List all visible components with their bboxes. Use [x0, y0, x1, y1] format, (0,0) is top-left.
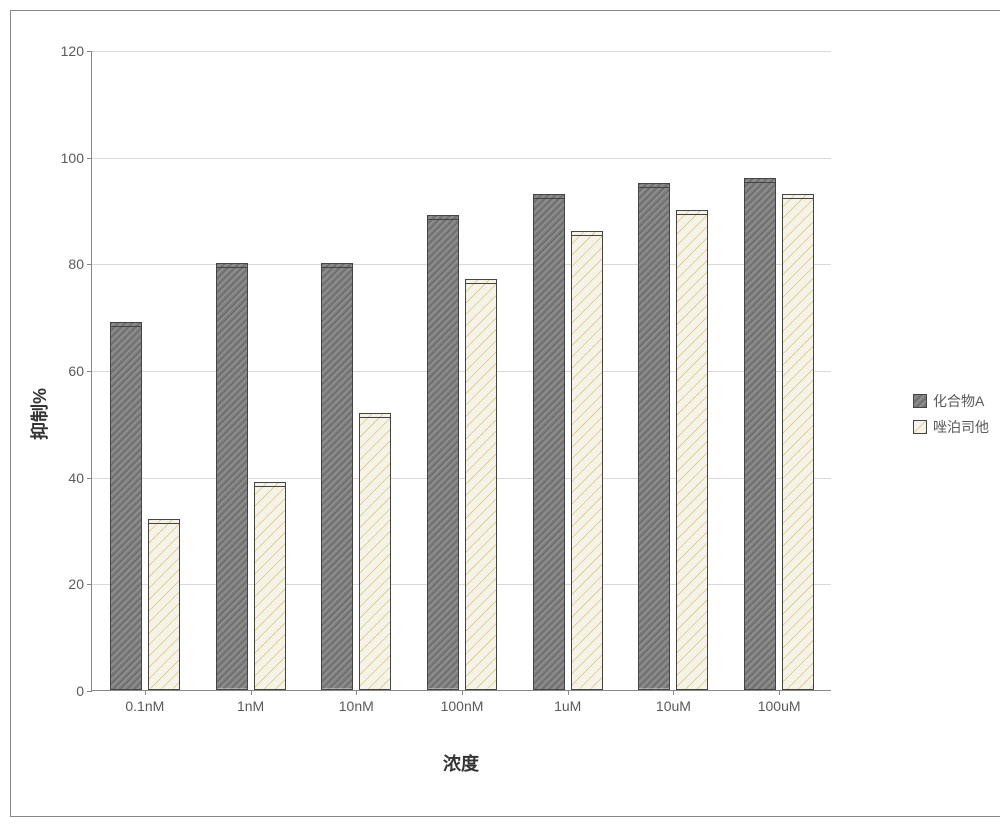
x-tick-label: 100uM	[758, 698, 801, 714]
x-tick-label: 100nM	[441, 698, 484, 714]
y-tick-label: 120	[61, 43, 84, 59]
bar-化合物A	[638, 183, 670, 690]
legend: 化合物A 唑泊司他	[913, 391, 989, 443]
plot-area: 0204060801001200.1nM1nM10nM100nM1uM10uM1…	[91, 51, 831, 691]
x-axis-label: 浓度	[443, 750, 479, 776]
x-tick-mark	[145, 690, 146, 695]
y-tick-label: 20	[68, 576, 84, 592]
x-tick-mark	[356, 690, 357, 695]
x-tick-label: 1nM	[237, 698, 264, 714]
x-tick-mark	[568, 690, 569, 695]
bar-化合物A	[533, 194, 565, 690]
x-tick-mark	[251, 690, 252, 695]
y-tick-label: 40	[68, 470, 84, 486]
x-tick-label: 0.1nM	[125, 698, 164, 714]
chart-container: 抑制% 浓度 0204060801001200.1nM1nM10nM100nM1…	[10, 10, 1000, 817]
bar-唑泊司他	[676, 210, 708, 690]
legend-item: 化合物A	[913, 391, 989, 411]
bar-唑泊司他	[359, 413, 391, 690]
legend-swatch	[913, 394, 927, 408]
x-tick-mark	[673, 690, 674, 695]
bar-唑泊司他	[782, 194, 814, 690]
gridline	[92, 158, 831, 159]
legend-item: 唑泊司他	[913, 417, 989, 437]
legend-label: 化合物A	[933, 391, 984, 411]
x-tick-label: 10uM	[656, 698, 691, 714]
bar-化合物A	[744, 178, 776, 690]
x-tick-label: 1uM	[554, 698, 581, 714]
bar-化合物A	[110, 322, 142, 690]
bar-唑泊司他	[148, 519, 180, 690]
bar-化合物A	[216, 263, 248, 690]
bar-化合物A	[427, 215, 459, 690]
gridline	[92, 371, 831, 372]
gridline	[92, 584, 831, 585]
gridline	[92, 478, 831, 479]
legend-swatch	[913, 420, 927, 434]
y-tick-label: 0	[76, 683, 84, 699]
x-tick-mark	[462, 690, 463, 695]
y-tick-label: 60	[68, 363, 84, 379]
gridline	[92, 264, 831, 265]
legend-label: 唑泊司他	[933, 417, 989, 437]
gridline	[92, 51, 831, 52]
bar-唑泊司他	[465, 279, 497, 690]
bar-化合物A	[321, 263, 353, 690]
x-tick-label: 10nM	[339, 698, 374, 714]
bar-唑泊司他	[254, 482, 286, 690]
x-tick-mark	[779, 690, 780, 695]
y-tick-label: 100	[61, 150, 84, 166]
y-tick-label: 80	[68, 256, 84, 272]
bar-唑泊司他	[571, 231, 603, 690]
y-axis-label: 抑制%	[26, 387, 52, 439]
